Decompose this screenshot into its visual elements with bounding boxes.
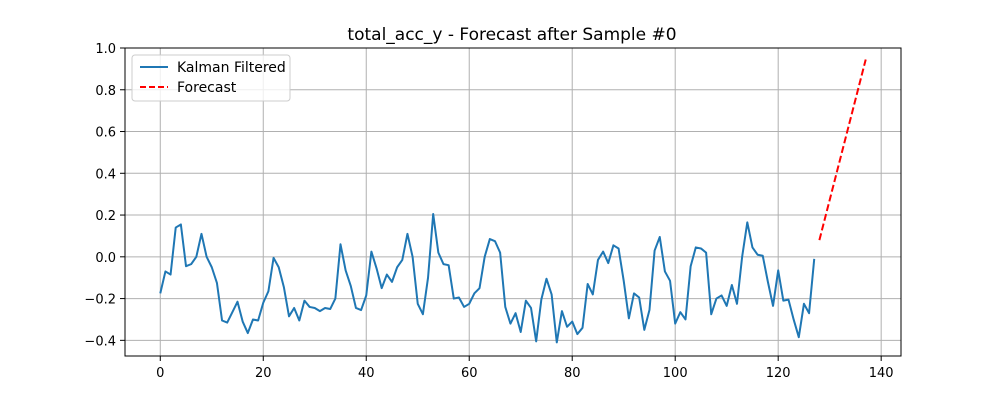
legend-label-forecast: Forecast [177, 80, 237, 96]
y-tick-label: 0.6 [95, 126, 116, 141]
plot-frame [124, 47, 902, 357]
x-tick-label: 0 [156, 366, 164, 381]
chart-title: total_acc_y - Forecast after Sample #0 [347, 25, 676, 45]
legend-box [131, 54, 291, 102]
x-tick-label: 60 [461, 366, 478, 381]
x-tick-label: 20 [255, 366, 272, 381]
plot-series [159, 59, 867, 344]
y-tick-label: 1.0 [95, 42, 116, 57]
y-tick-label: −0.4 [84, 334, 116, 349]
y-tick-label: 0.4 [95, 167, 116, 182]
legend-label-kalman-filtered: Kalman Filtered [177, 60, 286, 76]
x-tick-label: 40 [358, 366, 375, 381]
x-tick-label: 140 [869, 366, 894, 381]
x-tick-label: 120 [766, 366, 791, 381]
y-tick-label: −0.2 [84, 293, 116, 308]
legend: Kalman Filtered Forecast [131, 54, 291, 102]
axis-ticks: 0 20 40 60 80 100 120 140 −0.4 −0.2 0.0 0.2 0.4 0.6 0.… [84, 42, 893, 381]
x-tick-label: 80 [564, 366, 581, 381]
y-tick-label: 0.0 [95, 251, 116, 266]
y-tick-label: 0.8 [95, 84, 116, 99]
y-tick-label: 0.2 [95, 209, 116, 224]
x-tick-label: 100 [663, 366, 688, 381]
series-line-kalman-filtered [159, 213, 816, 344]
series-line-forecast [818, 59, 867, 241]
